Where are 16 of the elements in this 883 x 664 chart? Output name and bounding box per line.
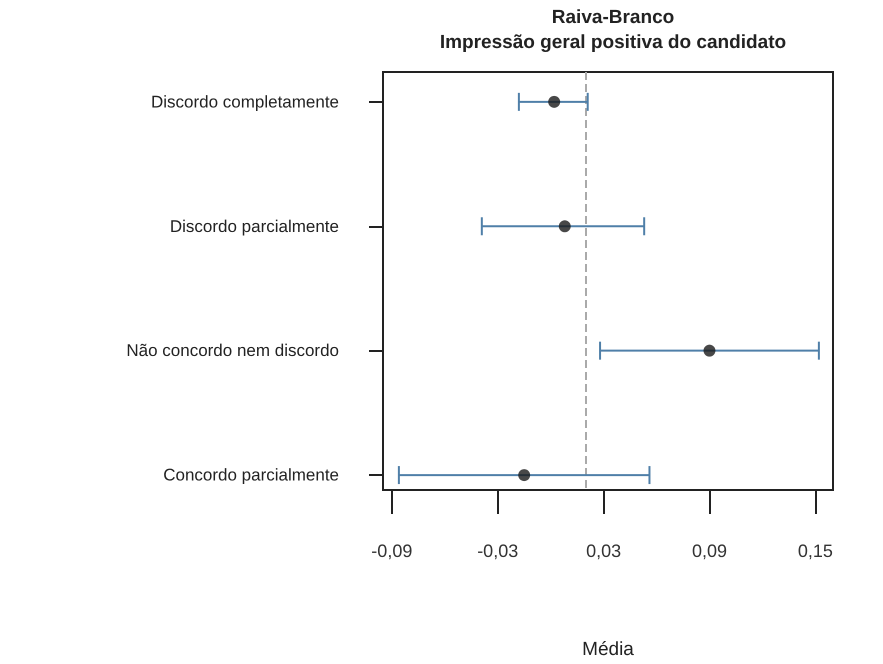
point [548,96,560,108]
y-tick-label: Discordo completamente [150,92,339,112]
x-tick-label: 0,03 [586,541,622,561]
chart-title: Raiva-Branco [552,7,674,28]
y-tick-label: Não concordo nem discordo [126,341,339,360]
chart-subtitle: Impressão geral positiva do candidato [440,32,786,53]
x-tick-label: 0,09 [692,541,727,561]
x-tick-label: -0,09 [371,541,412,561]
point [703,344,716,357]
y-tick-label: Discordo parcialmente [170,216,339,236]
x-axis-title: Média [582,639,634,660]
x-tick-label: 0,15 [798,541,833,561]
y-tick-label: Concordo parcialmente [163,466,339,485]
point [518,469,530,482]
point [558,220,571,232]
x-tick-label: -0,03 [477,541,518,561]
